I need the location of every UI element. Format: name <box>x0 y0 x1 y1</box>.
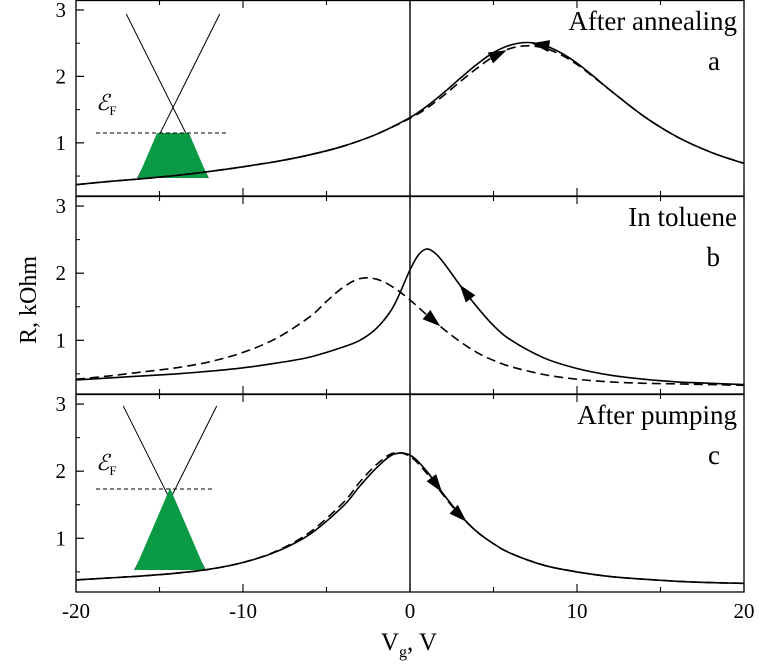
sweep-arrow-up-2 <box>449 504 467 522</box>
fermi-level-label: ℰF <box>96 90 117 118</box>
panel-c: 1 2 3 ℰF After pumping c <box>56 392 745 593</box>
x-axis-label: Vg, V <box>381 629 437 661</box>
sweep-arrow-up <box>426 474 442 493</box>
x-tick-label: 20 <box>734 599 755 623</box>
x-axis-label-main: V <box>381 629 399 656</box>
x-tick-labels: -20 -10 0 10 20 <box>62 599 755 623</box>
sweep-arrow-down <box>459 284 476 303</box>
fermi-symbol: ℰ <box>96 90 112 115</box>
y-tick-label: 1 <box>56 328 67 352</box>
panel-letter: c <box>708 440 720 470</box>
panel-a: 1 2 3 ℰF After annealing a <box>56 0 745 197</box>
fermi-symbol: ℰ <box>96 450 112 475</box>
series-dashed <box>76 451 744 585</box>
panel-b: 1 2 3 In toluene b <box>56 194 745 395</box>
dirac-cone-inset: ℰF <box>96 405 218 571</box>
curves <box>76 248 744 387</box>
panel-title: In toluene <box>628 202 737 232</box>
panel-title: After annealing <box>568 6 737 36</box>
y-tick-label: 2 <box>56 261 67 285</box>
series-solid <box>76 248 744 386</box>
x-tick-label: 0 <box>405 599 416 623</box>
filled-band <box>137 133 209 178</box>
y-tick-label: 1 <box>56 131 67 155</box>
x-axis-label-unit: , V <box>407 629 437 656</box>
panel-title: After pumping <box>577 400 737 430</box>
curves <box>76 41 744 186</box>
panel-letter: a <box>708 46 720 76</box>
sweep-arrow-up <box>487 50 507 64</box>
dirac-cone-inset: ℰF <box>96 13 226 179</box>
fermi-level-label: ℰF <box>96 450 117 478</box>
series-dashed <box>76 44 744 186</box>
x-tick-label: -20 <box>62 599 90 623</box>
series-dashed <box>76 277 744 387</box>
y-tick-label: 1 <box>56 526 67 550</box>
panel-letter: b <box>707 242 721 272</box>
curves <box>76 451 744 585</box>
fermi-subscript: F <box>109 103 116 118</box>
sweep-arrow-down <box>531 40 551 52</box>
sweep-arrow-up <box>422 310 441 327</box>
y-tick-label: 2 <box>56 64 67 88</box>
y-tick-label: 3 <box>56 392 67 416</box>
y-tick-label: 3 <box>56 194 67 218</box>
x-axis-label-sub: g <box>399 644 407 661</box>
fermi-subscript: F <box>109 463 116 478</box>
x-tick-label: -10 <box>229 599 257 623</box>
y-axis-label: R, kOhm <box>16 256 42 344</box>
filled-band <box>134 488 206 570</box>
y-tick-label: 2 <box>56 459 67 483</box>
x-tick-label: 10 <box>567 599 588 623</box>
y-tick-label: 3 <box>56 0 67 22</box>
